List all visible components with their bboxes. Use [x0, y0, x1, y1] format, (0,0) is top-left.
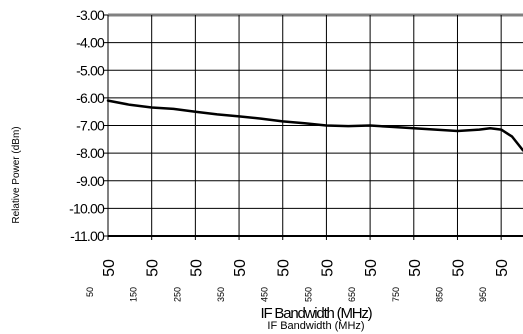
x-tick-label-large: 50	[363, 259, 380, 277]
x-tick-label-large-group: 50	[276, 259, 293, 277]
x-tick-label-small: 750	[391, 287, 401, 302]
y-tick-label: -10.00	[69, 200, 105, 216]
series-line	[106, 99, 523, 152]
x-tick-label-small-group: 450	[260, 287, 270, 302]
x-axis-title-secondary: IF Bandwidth (MHz)	[267, 320, 364, 332]
x-tick-label-small-group: 150	[129, 287, 139, 302]
x-tick-label-large-group: 50	[494, 259, 511, 277]
series-layer	[106, 99, 523, 152]
gridlines	[103, 13, 523, 240]
y-tick-label: -7.00	[76, 118, 105, 134]
x-tick-label-small: 850	[434, 287, 444, 302]
x-tick-label-large-group: 50	[232, 259, 249, 277]
x-tick-label-small: 250	[172, 287, 182, 302]
y-tick-label: -11.00	[70, 228, 105, 244]
x-tick-label-large-group: 50	[101, 259, 118, 277]
y-tick-label: -4.00	[76, 35, 105, 51]
x-tick-label-large: 50	[276, 259, 293, 277]
y-axis-title-group: Relative Power (dBm)	[11, 126, 22, 223]
x-tick-label-large-group: 50	[407, 259, 424, 277]
x-tick-label-small-group: 50	[85, 287, 95, 297]
x-tick-label-small: 150	[129, 287, 139, 302]
y-tick-label: -6.00	[76, 90, 105, 106]
x-tick-label-large-group: 50	[319, 259, 336, 277]
y-tick-label: -3.00	[76, 7, 105, 23]
x-tick-label-small-group: 550	[303, 287, 313, 302]
x-tick-label-large: 50	[450, 259, 467, 277]
x-tick-label-large-group: 50	[145, 259, 162, 277]
x-tick-label-small-group: 350	[216, 287, 226, 302]
x-tick-label-small-group: 250	[172, 287, 182, 302]
x-tick-label-large: 50	[232, 259, 249, 277]
x-tick-label-large: 50	[494, 259, 511, 277]
x-tick-label-large: 50	[101, 259, 118, 277]
x-tick-label-large-group: 50	[363, 259, 380, 277]
x-tick-label-small-group: 750	[391, 287, 401, 302]
y-tick-labels: -3.00 -4.00 -5.00 -6.00 -7.00 -8.00 -9.00 -10.0…	[69, 7, 106, 244]
x-tick-label-large: 50	[145, 259, 162, 277]
x-tick-label-small: 650	[347, 287, 357, 302]
y-tick-label: -9.00	[76, 173, 105, 189]
x-tick-label-small: 950	[478, 287, 488, 302]
y-tick-label: -8.00	[76, 145, 105, 161]
x-tick-label-small-group: 950	[478, 287, 488, 302]
x-tick-label-large: 50	[319, 259, 336, 277]
x-tick-label-large: 50	[407, 259, 424, 277]
y-axis-title: Relative Power (dBm)	[11, 126, 22, 223]
x-tick-label-large: 50	[188, 259, 205, 277]
x-tick-label-small: 50	[85, 287, 95, 297]
x-tick-label-small: 550	[303, 287, 313, 302]
x-tick-label-small: 450	[260, 287, 270, 302]
x-tick-labels: 5050505050505050505050501502503504505506…	[85, 259, 511, 302]
x-tick-label-large-group: 50	[188, 259, 205, 277]
y-tick-label: -5.00	[76, 62, 105, 78]
x-tick-label-small-group: 650	[347, 287, 357, 302]
x-tick-label-small-group: 850	[434, 287, 444, 302]
x-tick-label-small: 350	[216, 287, 226, 302]
x-axis-title: IF Bandwidth (MHz)	[261, 305, 373, 322]
x-tick-label-large-group: 50	[450, 259, 467, 277]
